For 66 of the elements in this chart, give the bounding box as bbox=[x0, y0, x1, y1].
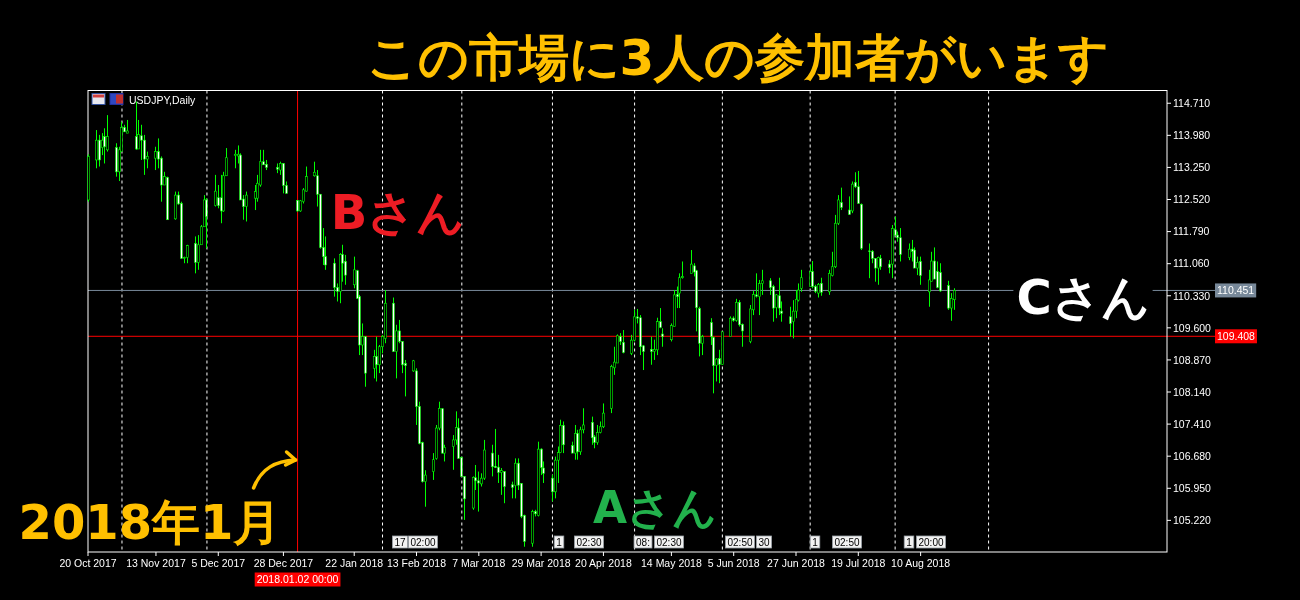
candlestick bbox=[95, 129, 98, 169]
candlestick bbox=[602, 402, 605, 429]
x-tick-label: 19 Jul 2018 bbox=[831, 557, 886, 569]
candlestick bbox=[214, 174, 217, 208]
event-tag: 02:30 bbox=[654, 535, 684, 549]
candlestick bbox=[650, 336, 653, 366]
y-tick-label: 109.600 bbox=[1173, 321, 1211, 334]
x-tick-label: 22 Jan 2018 bbox=[325, 557, 384, 569]
x-tick-label: 5 Jun 2018 bbox=[707, 557, 760, 569]
annotation: 2018年1月 bbox=[18, 450, 298, 550]
y-tick-label: 111.060 bbox=[1173, 257, 1210, 270]
candlestick bbox=[194, 235, 197, 274]
x-tick-label: 14 May 2018 bbox=[641, 557, 702, 569]
event-tag: 08: bbox=[633, 535, 653, 549]
x-tick-label: 7 Mar 2018 bbox=[452, 557, 506, 569]
candlestick bbox=[154, 146, 157, 171]
ref-label: 109.408 bbox=[1215, 329, 1257, 344]
y-tick-label: 113.250 bbox=[1173, 161, 1211, 174]
title: この市場に3人の参加者がいます bbox=[366, 29, 1110, 87]
y-tick-label: 111.790 bbox=[1173, 225, 1210, 238]
y-tick-label: 110.330 bbox=[1173, 289, 1211, 302]
candlestick bbox=[936, 260, 939, 289]
event-tag: 1 bbox=[553, 535, 565, 549]
candlestick bbox=[217, 184, 220, 209]
event-tag: 02:50 bbox=[832, 535, 862, 549]
event-tag: 02:00 bbox=[408, 535, 438, 549]
event-tag: 20:00 bbox=[916, 535, 946, 549]
candlestick bbox=[500, 467, 503, 496]
candlestick bbox=[234, 149, 237, 169]
x-tick-label: 28 Dec 2017 bbox=[253, 557, 314, 569]
event-tag: 02:30 bbox=[574, 535, 604, 549]
x-tick-label: 20 Oct 2017 bbox=[59, 557, 117, 569]
event-tag: 1 bbox=[903, 535, 915, 549]
annotation: Bさん bbox=[330, 184, 466, 240]
x-tick-label: 10 Aug 2018 bbox=[891, 557, 951, 569]
candlestick bbox=[98, 134, 101, 168]
candlestick bbox=[596, 424, 599, 446]
y-tick-label: 106.680 bbox=[1173, 450, 1211, 462]
event-tag: 1 bbox=[809, 535, 821, 549]
x-tick-label: 20 Apr 2018 bbox=[575, 557, 632, 569]
candlestick bbox=[919, 256, 922, 286]
y-tick-label: 108.140 bbox=[1173, 385, 1211, 398]
x-tick-label: 5 Dec 2017 bbox=[191, 557, 246, 569]
y-tick-label: 105.220 bbox=[1173, 514, 1211, 527]
annotation: 2018年1月 bbox=[18, 494, 282, 550]
event-tag: 30 bbox=[756, 535, 772, 549]
y-tick-label: 113.980 bbox=[1173, 129, 1211, 142]
y-tick-label: 114.710 bbox=[1173, 97, 1211, 110]
y-tick-label: 108.870 bbox=[1173, 353, 1211, 366]
candlestick bbox=[939, 262, 942, 293]
y-tick-label: 107.410 bbox=[1173, 417, 1211, 430]
x-tick-label: 29 Mar 2018 bbox=[511, 557, 571, 569]
candlestick bbox=[245, 191, 248, 222]
x-tick-label: 13 Feb 2018 bbox=[387, 557, 446, 569]
annotation: Aさん bbox=[592, 481, 718, 533]
y-tick-label: 105.950 bbox=[1173, 482, 1211, 495]
candlestick bbox=[828, 269, 831, 296]
x-tick-label: 13 Nov 2017 bbox=[126, 557, 186, 569]
candlestick bbox=[503, 471, 506, 504]
x-tick-label: 27 Jun 2018 bbox=[767, 557, 825, 569]
subtitle: USDJPY,Daily bbox=[129, 93, 196, 106]
y-tick-label: 112.520 bbox=[1173, 193, 1211, 206]
ref-label: 110.451 bbox=[1215, 283, 1257, 298]
event-tag: 02:50 bbox=[725, 535, 755, 549]
event-tag: 17 bbox=[392, 535, 408, 549]
candlestick bbox=[690, 249, 693, 274]
